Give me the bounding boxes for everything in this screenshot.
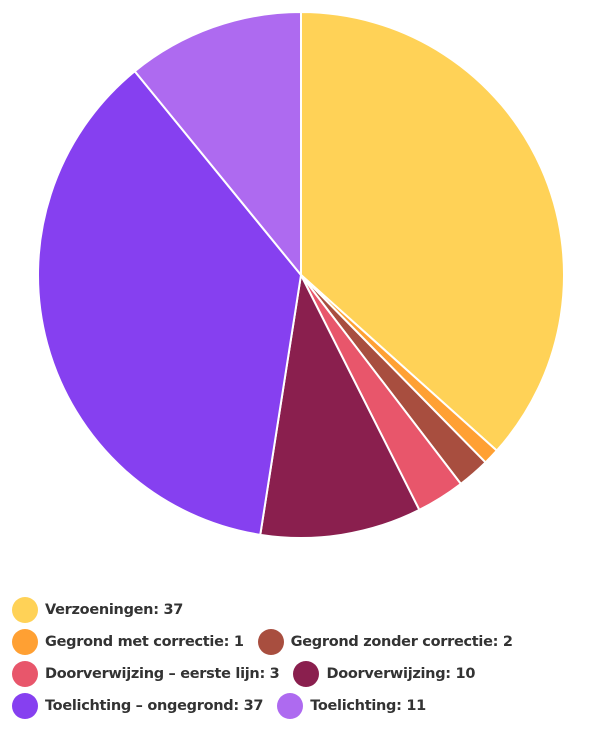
legend-swatch (12, 628, 38, 655)
legend-swatch (12, 692, 38, 719)
pie-slice (259, 274, 421, 539)
legend-label: Verzoeningen: 37 (45, 601, 184, 618)
legend-swatch (277, 692, 304, 719)
legend-item: Doorverwijzing: 10 (293, 660, 476, 687)
pie-slice (133, 11, 302, 276)
pie-slice (300, 11, 565, 452)
legend-swatch (12, 596, 38, 623)
legend-swatch (257, 628, 284, 655)
pie-slice (37, 70, 302, 536)
legend-swatch (12, 660, 38, 687)
legend-label: Doorverwijzing: 10 (326, 665, 476, 682)
legend-item: Toelichting: 11 (277, 692, 426, 719)
legend-label: Doorverwijzing – eerste lijn: 3 (45, 665, 280, 682)
legend: Verzoeningen: 37 Gegrond met correctie: 1… (12, 595, 597, 723)
legend-row: Toelichting – ongegrond: 37 Toelichting: … (12, 691, 597, 720)
legend-item: Verzoeningen: 37 (12, 596, 184, 623)
legend-label: Toelichting – ongegrond: 37 (45, 697, 264, 714)
legend-label: Gegrond met correctie: 1 (45, 633, 244, 650)
legend-row: Doorverwijzing – eerste lijn: 3 Doorverwi… (12, 659, 597, 688)
legend-item: Toelichting – ongegrond: 37 (12, 692, 264, 719)
legend-swatch (293, 660, 320, 687)
legend-item: Gegrond met correctie: 1 (12, 628, 244, 655)
legend-label: Toelichting: 11 (310, 697, 426, 714)
legend-row: Verzoeningen: 37 (12, 595, 597, 624)
legend-label: Gegrond zonder correctie: 2 (290, 633, 513, 650)
legend-item: Doorverwijzing – eerste lijn: 3 (12, 660, 280, 687)
legend-item: Gegrond zonder correctie: 2 (257, 628, 513, 655)
pie-chart (37, 11, 565, 539)
legend-row: Gegrond met correctie: 1 Gegrond zonder c… (12, 627, 597, 656)
